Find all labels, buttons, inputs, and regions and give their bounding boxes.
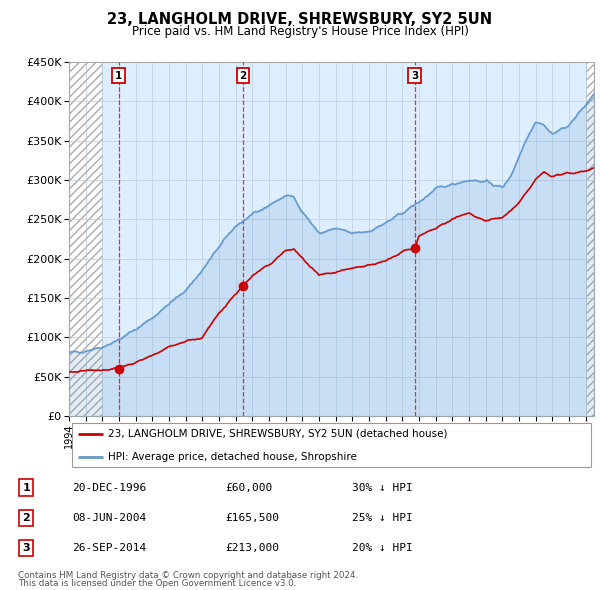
Text: 1: 1 xyxy=(115,71,122,81)
Text: 20-DEC-1996: 20-DEC-1996 xyxy=(73,483,147,493)
Text: £165,500: £165,500 xyxy=(225,513,279,523)
Text: 30% ↓ HPI: 30% ↓ HPI xyxy=(352,483,413,493)
Text: This data is licensed under the Open Government Licence v3.0.: This data is licensed under the Open Gov… xyxy=(18,579,296,588)
Text: 25% ↓ HPI: 25% ↓ HPI xyxy=(352,513,413,523)
Text: 3: 3 xyxy=(411,71,418,81)
Text: £60,000: £60,000 xyxy=(225,483,272,493)
Text: 23, LANGHOLM DRIVE, SHREWSBURY, SY2 5UN (detached house): 23, LANGHOLM DRIVE, SHREWSBURY, SY2 5UN … xyxy=(109,429,448,439)
FancyBboxPatch shape xyxy=(71,422,592,467)
Text: Price paid vs. HM Land Registry's House Price Index (HPI): Price paid vs. HM Land Registry's House … xyxy=(131,25,469,38)
Text: 20% ↓ HPI: 20% ↓ HPI xyxy=(352,543,413,553)
Text: 23, LANGHOLM DRIVE, SHREWSBURY, SY2 5UN: 23, LANGHOLM DRIVE, SHREWSBURY, SY2 5UN xyxy=(107,12,493,27)
Text: 3: 3 xyxy=(23,543,30,553)
Text: 26-SEP-2014: 26-SEP-2014 xyxy=(73,543,147,553)
Text: 08-JUN-2004: 08-JUN-2004 xyxy=(73,513,147,523)
Text: 2: 2 xyxy=(23,513,30,523)
Text: £213,000: £213,000 xyxy=(225,543,279,553)
Text: 2: 2 xyxy=(239,71,247,81)
Text: Contains HM Land Registry data © Crown copyright and database right 2024.: Contains HM Land Registry data © Crown c… xyxy=(18,571,358,579)
Text: 1: 1 xyxy=(23,483,30,493)
Text: HPI: Average price, detached house, Shropshire: HPI: Average price, detached house, Shro… xyxy=(109,452,357,462)
